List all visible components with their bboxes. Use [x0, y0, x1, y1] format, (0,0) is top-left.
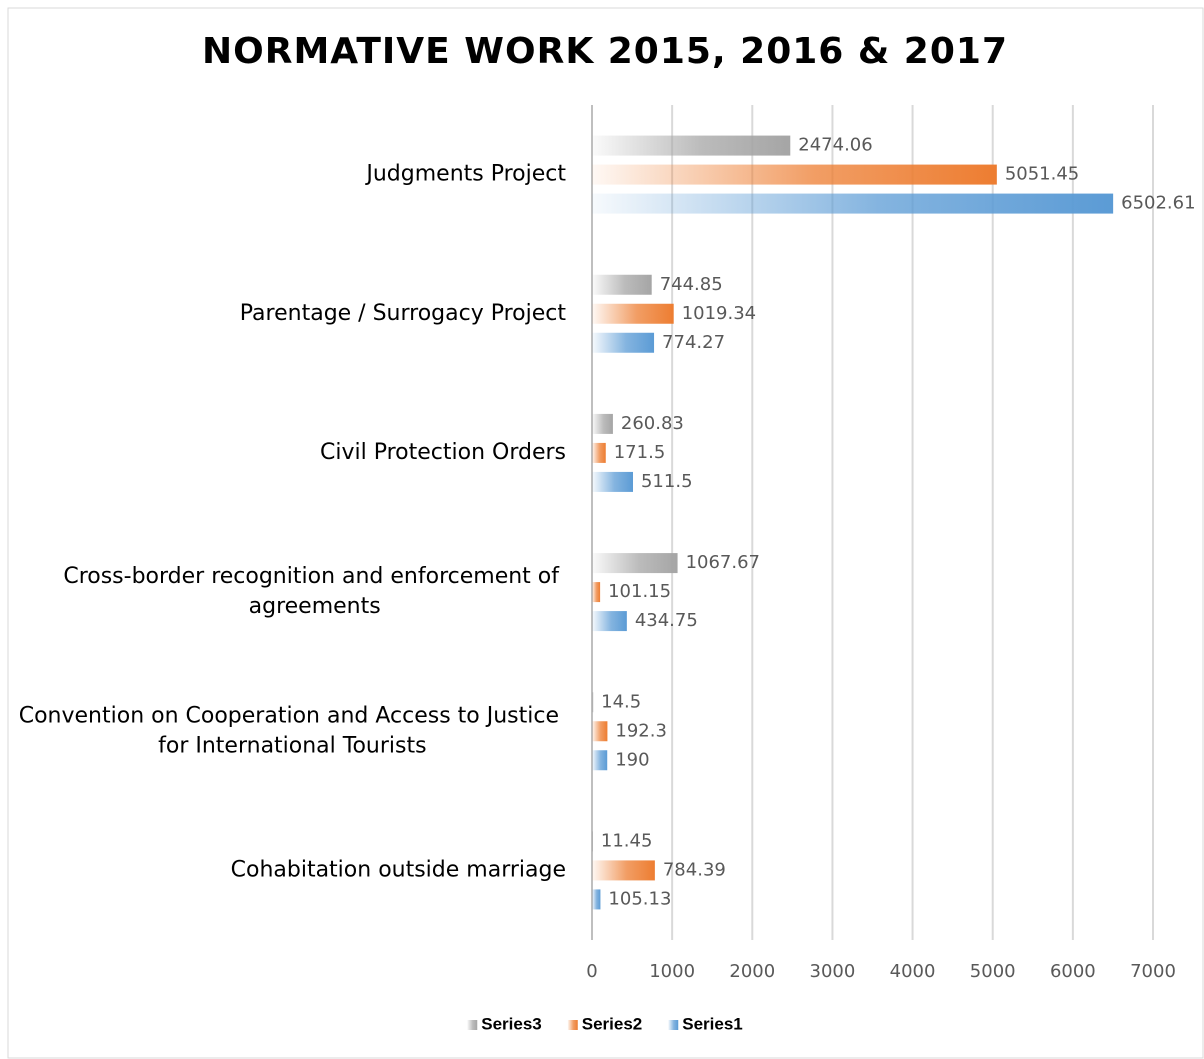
x-tick-label: 7000 — [1130, 961, 1176, 982]
bar — [592, 135, 791, 156]
data-label: 190 — [615, 749, 649, 770]
data-label: 2474.06 — [798, 135, 872, 156]
x-tick-label: 3000 — [810, 961, 856, 982]
data-label: 5051.45 — [1005, 164, 1079, 185]
data-label: 171.5 — [614, 442, 666, 463]
x-tick-label: 4000 — [890, 961, 936, 982]
bar — [592, 471, 633, 492]
y-tick-label: Judgments Project — [364, 162, 566, 187]
y-tick-label: Cohabitation outside marriage — [231, 857, 566, 882]
bar — [592, 750, 608, 771]
bar — [592, 889, 601, 910]
legend-swatch — [668, 1020, 679, 1030]
x-tick-label: 0 — [586, 961, 597, 982]
bar — [592, 831, 593, 852]
data-label: 105.13 — [608, 888, 671, 909]
legend-label: Series3 — [481, 1014, 542, 1033]
data-label: 434.75 — [635, 610, 698, 631]
x-tick-label: 1000 — [649, 961, 695, 982]
x-tick-label: 2000 — [729, 961, 775, 982]
y-tick-label: Convention on Cooperation and Access to … — [19, 703, 566, 758]
legend-label: Series2 — [582, 1014, 643, 1033]
bar — [592, 413, 613, 434]
data-label: 511.5 — [641, 471, 693, 492]
data-label: 11.45 — [601, 830, 653, 851]
y-tick-label: Parentage / Surrogacy Project — [240, 301, 567, 326]
data-label: 1067.67 — [686, 552, 760, 573]
data-label: 1019.34 — [682, 303, 756, 324]
legend-swatch — [467, 1020, 478, 1030]
bar — [592, 332, 655, 353]
bar — [592, 193, 1114, 214]
bar — [592, 611, 627, 632]
bar — [592, 303, 674, 324]
legend-swatch — [567, 1020, 578, 1030]
legend-label: Series1 — [682, 1014, 743, 1033]
bar — [592, 582, 601, 603]
bar — [592, 860, 655, 881]
data-label: 192.3 — [615, 720, 667, 741]
data-label: 260.83 — [621, 413, 684, 434]
data-label: 101.15 — [608, 581, 671, 602]
chart-title: NORMATIVE WORK 2015, 2016 & 2017 — [202, 31, 1008, 72]
data-label: 784.39 — [663, 859, 726, 880]
data-label: 6502.61 — [1121, 193, 1195, 214]
y-tick-label: Civil Protection Orders — [320, 440, 566, 465]
data-label: 14.5 — [601, 691, 641, 712]
x-tick-label: 6000 — [1050, 961, 1096, 982]
data-label: 774.27 — [662, 332, 725, 353]
bar — [592, 164, 997, 185]
data-label: 744.85 — [660, 274, 723, 295]
y-tick-label: Cross-border recognition and enforcement… — [63, 564, 566, 619]
bar — [592, 442, 606, 463]
x-tick-label: 5000 — [970, 961, 1016, 982]
bar — [592, 721, 608, 742]
bar — [592, 692, 594, 713]
bar — [592, 274, 652, 295]
bar — [592, 553, 678, 574]
